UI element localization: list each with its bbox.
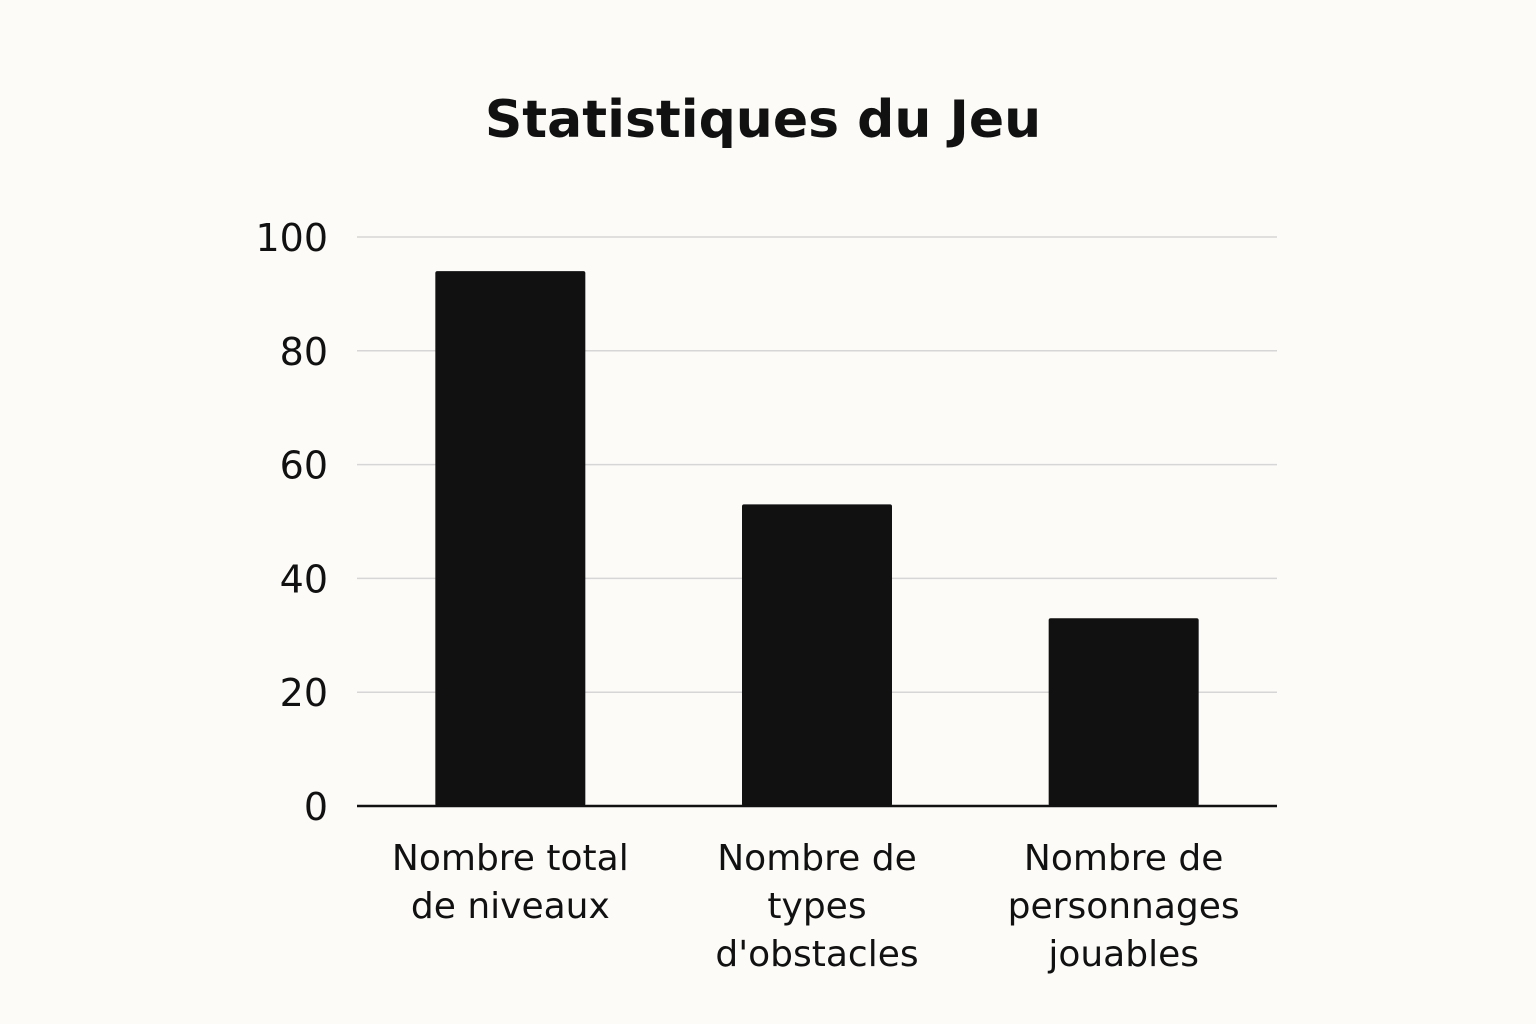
y-tick-label: 80 [280,330,328,374]
y-tick-label: 60 [280,444,328,488]
y-tick-label: 20 [280,671,328,715]
bars [435,271,1199,806]
chart-title: Statistiques du Jeu [485,90,1041,150]
y-tick-label: 100 [255,216,328,260]
bar [742,504,892,806]
bar [1048,618,1199,806]
y-tick-label: 40 [280,557,328,601]
y-tick-label: 0 [304,785,328,829]
bar [435,271,586,806]
x-category-label: Nombre de personnages jouables [1008,838,1240,975]
y-axis-ticks: 0 20 40 60 80 100 [255,216,328,829]
x-category-label: Nombre total de niveaux [392,838,629,927]
x-axis-labels: Nombre total de niveaux Nombre de types d'ob… [392,838,1240,975]
x-category-label: Nombre de types d'obstacles [715,838,918,975]
